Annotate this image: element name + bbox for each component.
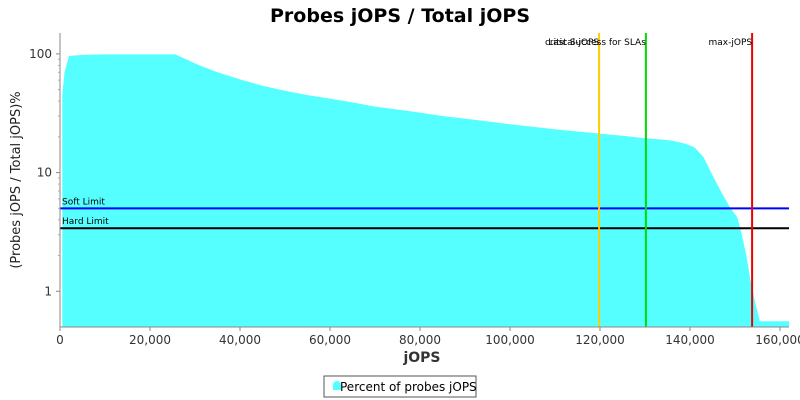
x-tick-label: 100,000 — [485, 333, 535, 347]
x-tick-label: 80,000 — [399, 333, 441, 347]
last-success-for-slas-label: Last Success for SLAs — [548, 38, 646, 48]
legend-swatch — [333, 381, 341, 390]
y-axis-label: (Probes jOPS / Total jOPS)% — [9, 91, 24, 268]
x-tick-label: 20,000 — [129, 333, 171, 347]
hard-limit-label: Hard Limit — [62, 217, 109, 227]
series-area-0 — [62, 54, 790, 328]
series-layer — [62, 54, 790, 328]
x-axis-label: jOPS — [402, 350, 440, 366]
x-tick-label: 120,000 — [575, 333, 625, 347]
y-tick-label: 100 — [29, 47, 52, 61]
max-jops-label: max-jOPS — [709, 38, 753, 48]
soft-limit-label: Soft Limit — [62, 197, 105, 207]
chart-title: Probes jOPS / Total jOPS — [270, 5, 530, 27]
legend: Percent of probes jOPS — [323, 375, 477, 398]
x-tick-label: 0 — [56, 333, 64, 347]
y-tick-label: 10 — [37, 166, 52, 180]
legend-label: Percent of probes jOPS — [340, 380, 477, 394]
critical-jops-label: critical-jOPS — [545, 38, 599, 48]
axes: 0 20,000 40,000 60,000 80,000 100,000 120,000 1… — [29, 33, 800, 347]
x-tick-label: 40,000 — [219, 333, 261, 347]
x-tick-label: 140,000 — [665, 333, 715, 347]
x-tick-label: 60,000 — [309, 333, 351, 347]
y-tick-label: 1 — [44, 284, 52, 298]
legend-frame — [323, 375, 477, 398]
x-tick-label: 160,000 — [755, 333, 800, 347]
